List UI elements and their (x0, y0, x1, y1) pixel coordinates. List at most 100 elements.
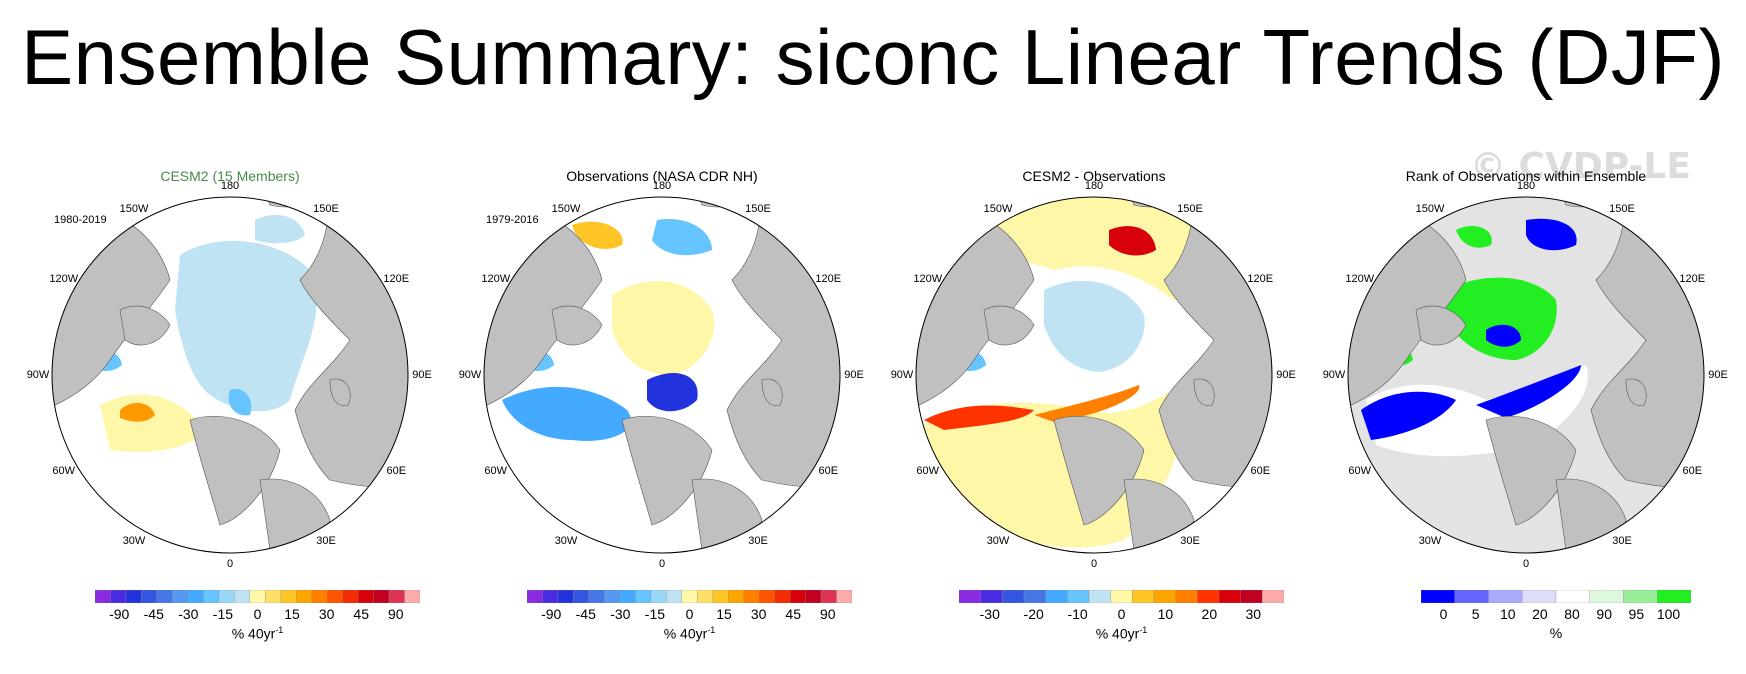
land-mass (761, 378, 783, 406)
polar-map (1347, 196, 1705, 554)
colorbar-tick-label: 100 (1656, 606, 1681, 622)
colorbar-swatch (1421, 590, 1455, 603)
colorbar-swatch (1023, 590, 1046, 603)
colorbar-tick-label: 90 (1596, 606, 1612, 622)
panel-title: CESM2 (15 Members) (160, 168, 300, 184)
longitude-label: 150W (119, 202, 149, 215)
colorbar-swatch (697, 590, 713, 603)
longitude-label: 30E (1612, 535, 1632, 548)
longitude-label: 60W (52, 465, 76, 477)
land-mass (1193, 378, 1215, 406)
ice-field (255, 215, 305, 244)
land-mass (726, 197, 840, 488)
colorbar-tick-label: 45 (785, 606, 802, 622)
colorbar-tick-label: 0 (685, 606, 694, 622)
land-mass (1123, 197, 1195, 208)
colorbar-swatch (557, 590, 574, 603)
map-panel-3: CESM2 - Observations 180 150E 120E 90E 60E 30E… (891, 160, 1296, 660)
colorbar-swatch (265, 590, 281, 603)
colorbar-swatch (588, 590, 605, 603)
colorbar-swatch (249, 590, 266, 603)
land-mass (329, 378, 351, 406)
longitude-label: 90E (1708, 369, 1728, 381)
longitude-label: 120W (1345, 273, 1375, 285)
colorbar-swatch (110, 590, 127, 603)
ice-field (1034, 385, 1140, 422)
colorbar-tick-label: -90 (109, 606, 130, 622)
colorbar-swatch (1175, 590, 1198, 603)
period-label: 1980-2019 (54, 214, 107, 226)
longitude-label: 30W (986, 535, 1010, 548)
longitude-label: 30E (748, 535, 768, 548)
ice-field (572, 221, 623, 249)
colorbar-units: % 40yr-1 (95, 625, 420, 642)
land-mass (983, 305, 1035, 346)
ice-field (175, 240, 317, 412)
colorbar-swatch (1088, 590, 1111, 603)
colorbar-swatch (980, 590, 1003, 603)
colorbar-swatch (650, 590, 667, 603)
colorbar (95, 590, 420, 603)
land-mass (572, 161, 632, 189)
colorbar-swatch (573, 590, 590, 603)
colorbar-swatch (95, 590, 111, 603)
colorbar-swatch (326, 590, 343, 603)
polar-map (51, 196, 409, 554)
longitude-label: 150W (551, 202, 581, 215)
longitude-label: 60W (916, 465, 940, 477)
longitude-label: 60E (818, 465, 839, 477)
rank-field (1476, 365, 1581, 418)
colorbar-swatch (125, 590, 142, 603)
colorbar-swatch (357, 590, 374, 603)
ice-field (228, 389, 252, 416)
colorbar-tick-label: 90 (820, 606, 836, 622)
colorbar-swatch (1589, 590, 1624, 603)
longitude-label: 0 (1522, 558, 1530, 570)
colorbar-swatch (619, 590, 636, 603)
colorbar-swatch (1240, 590, 1263, 603)
longitude-label: 150E (745, 202, 771, 215)
colorbar-tick-label: 30 (318, 606, 335, 622)
colorbar-swatch (404, 590, 420, 603)
land-mass (189, 415, 281, 526)
panel-title: Observations (NASA CDR NH) (566, 168, 758, 184)
colorbar-swatch (187, 590, 204, 603)
land-mass (1053, 415, 1145, 526)
polar-map (483, 161, 841, 554)
colorbar-swatch (203, 590, 219, 603)
colorbar-swatch (805, 590, 822, 603)
colorbar (959, 590, 1284, 603)
colorbar-swatch (311, 590, 328, 603)
land-mass (621, 415, 713, 526)
colorbar-swatch (681, 590, 698, 603)
longitude-label: 120E (815, 273, 842, 285)
longitude-label: 150E (313, 202, 339, 215)
colorbar (527, 590, 852, 603)
units-exponent: -1 (1139, 625, 1148, 635)
colorbar-tick-label: 0 (253, 606, 262, 622)
longitude-label: 150E (1177, 202, 1203, 215)
rank-field (1456, 225, 1492, 248)
ice-field (120, 403, 155, 422)
longitude-label: 120W (481, 273, 511, 285)
colorbar-swatch (789, 590, 806, 603)
colorbar-tick-label: 0 (1117, 606, 1126, 622)
page-title: Ensemble Summary: siconc Linear Trends (… (21, 13, 1725, 101)
longitude-label: 60E (1250, 465, 1271, 477)
units-text: % 40yr (663, 625, 708, 642)
map-boundary (915, 196, 1273, 554)
colorbar-tick-label: 10 (1499, 606, 1516, 622)
land-mass (1004, 161, 1064, 189)
colorbar-swatch (1132, 590, 1155, 603)
colorbar-swatch (604, 590, 621, 603)
land-mass (691, 197, 763, 208)
rank-field (1486, 324, 1521, 347)
colorbar-swatch (1623, 590, 1658, 603)
rank-field (1526, 218, 1577, 251)
colorbar-tick-label: 20 (1532, 606, 1548, 622)
colorbar-swatch (1218, 590, 1241, 603)
colorbar-swatch (542, 590, 559, 603)
land-mass (1415, 305, 1467, 346)
land-mass (119, 305, 171, 346)
longitude-label: 90E (1276, 369, 1296, 381)
